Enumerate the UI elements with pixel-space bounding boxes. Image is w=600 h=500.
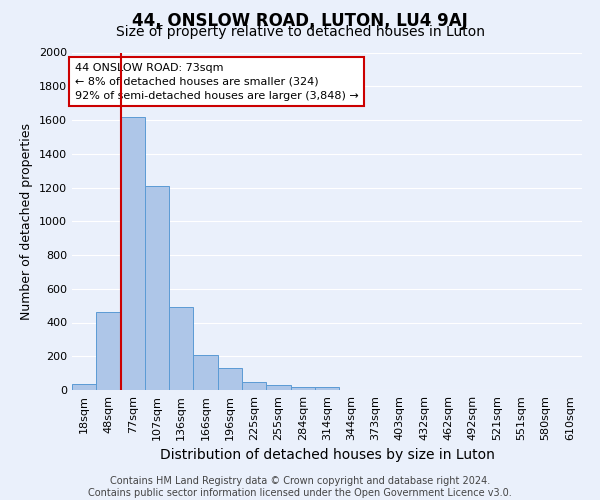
Bar — [290, 386, 315, 390]
Bar — [266, 385, 290, 390]
Bar — [121, 116, 145, 390]
Text: Size of property relative to detached houses in Luton: Size of property relative to detached ho… — [115, 25, 485, 39]
Bar — [315, 388, 339, 390]
X-axis label: Distribution of detached houses by size in Luton: Distribution of detached houses by size … — [160, 448, 494, 462]
Text: 44, ONSLOW ROAD, LUTON, LU4 9AJ: 44, ONSLOW ROAD, LUTON, LU4 9AJ — [132, 12, 468, 30]
Bar — [96, 312, 121, 390]
Text: Contains HM Land Registry data © Crown copyright and database right 2024.
Contai: Contains HM Land Registry data © Crown c… — [88, 476, 512, 498]
Bar — [242, 382, 266, 390]
Bar — [72, 384, 96, 390]
Bar — [169, 308, 193, 390]
Y-axis label: Number of detached properties: Number of detached properties — [20, 122, 34, 320]
Bar — [145, 186, 169, 390]
Text: 44 ONSLOW ROAD: 73sqm
← 8% of detached houses are smaller (324)
92% of semi-deta: 44 ONSLOW ROAD: 73sqm ← 8% of detached h… — [74, 62, 358, 100]
Bar — [218, 368, 242, 390]
Bar — [193, 354, 218, 390]
